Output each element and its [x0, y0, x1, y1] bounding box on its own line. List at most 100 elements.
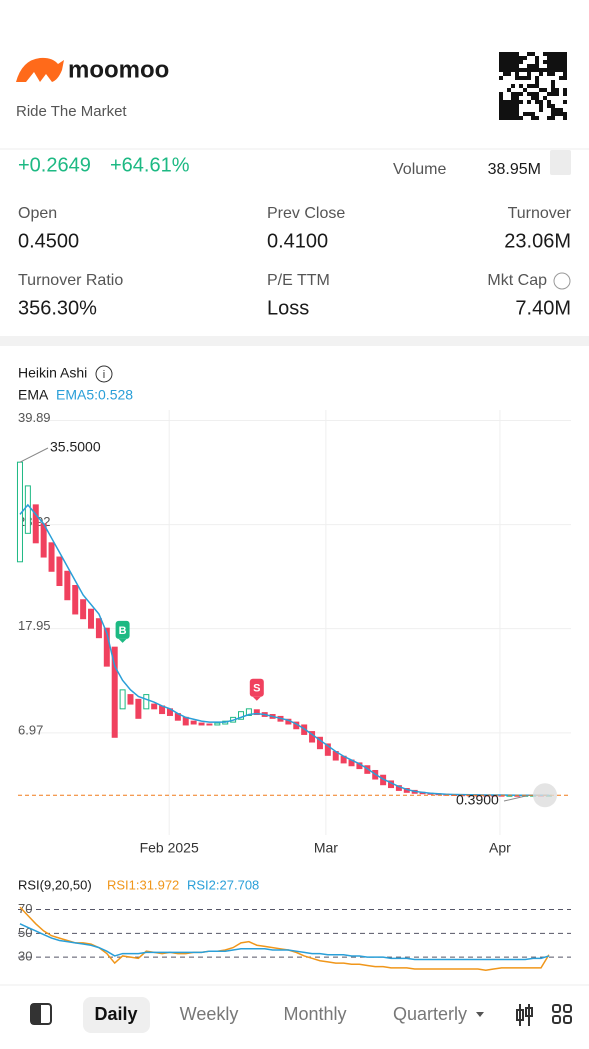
qr-cell [507, 100, 511, 104]
qr-cell [539, 100, 543, 104]
more-icon[interactable] [553, 272, 571, 290]
candle-body [127, 694, 134, 705]
volume-label: Volume [393, 161, 446, 178]
qr-cell [503, 72, 507, 76]
dropdown-arrow[interactable] [476, 1012, 484, 1017]
qr-cell [511, 112, 515, 116]
qr-cell [531, 68, 535, 72]
qr-cell [535, 64, 539, 68]
stat-value: 0.4100 [267, 230, 328, 252]
qr-cell [563, 56, 567, 60]
qr-cell [531, 84, 535, 88]
stat-label: Mkt Cap [487, 272, 547, 289]
signal-badge [249, 678, 264, 697]
tab[interactable]: Monthly [283, 1004, 346, 1024]
qr-cell [551, 116, 555, 120]
qr-cell [551, 68, 555, 72]
qr-cell [543, 60, 547, 64]
qr-cell [515, 72, 519, 76]
candle-icon[interactable] [516, 1004, 533, 1026]
qr-cell [511, 104, 515, 108]
qr-cell [551, 56, 555, 60]
qr-cell [523, 68, 527, 72]
qr-cell [523, 112, 527, 116]
qr-cell [507, 104, 511, 108]
qr-cell [539, 108, 543, 112]
qr-cell [519, 56, 523, 60]
qr-cell [515, 112, 519, 116]
qr-cell [511, 60, 515, 64]
stat-label: Open [18, 205, 57, 222]
stat-label: Turnover [508, 205, 572, 222]
qr-cell [555, 52, 559, 56]
qr-cell [551, 80, 555, 84]
qr-cell [527, 52, 531, 56]
qr-cell [519, 100, 523, 104]
qr-cell [515, 92, 519, 96]
brand: moomoo [68, 56, 169, 83]
qr-cell [515, 108, 519, 112]
candle-body [198, 722, 205, 726]
qr-cell [547, 64, 551, 68]
qr-cell [499, 92, 503, 96]
candle-body [324, 743, 331, 756]
candle-body [119, 689, 126, 710]
qr-cell [523, 56, 527, 60]
qr-cell [531, 64, 535, 68]
candle-body [40, 523, 47, 558]
qr-cell [535, 116, 539, 120]
grid-icon[interactable] [552, 1004, 572, 1024]
tab[interactable]: Quarterly [393, 1004, 467, 1024]
tagline: Ride The Market [16, 103, 127, 120]
qr-cell [531, 96, 535, 100]
tab-selected-bg [83, 997, 150, 1033]
qr-cell [563, 92, 567, 96]
info-icon[interactable] [95, 365, 113, 383]
qr-cell [563, 68, 567, 72]
qr-cell [555, 60, 559, 64]
qr-cell [507, 68, 511, 72]
qr-cell [555, 108, 559, 112]
end-badge [533, 783, 557, 808]
qr-cell [547, 56, 551, 60]
qr-cell [535, 80, 539, 84]
candle-body [151, 703, 158, 710]
candle-body [245, 708, 252, 716]
qr-cell [511, 64, 515, 68]
candle-body [24, 485, 31, 534]
qr-cell [531, 112, 535, 116]
chart-title: Heikin Ashi [18, 365, 87, 381]
qr-cell [547, 68, 551, 72]
stat-value: 356.30% [18, 297, 97, 319]
tab[interactable]: Weekly [180, 1004, 239, 1024]
qr-cell [563, 112, 567, 116]
qr-cell [535, 100, 539, 104]
candle-body [253, 709, 260, 716]
qr-cell [515, 64, 519, 68]
qr-cell [511, 116, 515, 120]
qr-cell [499, 60, 503, 64]
tab[interactable]: Daily [94, 1004, 137, 1024]
qr-cell [515, 104, 519, 108]
qr-cell [555, 68, 559, 72]
qr-cell [547, 116, 551, 120]
y-tick-label: 30 [18, 949, 32, 964]
candle-body [316, 736, 323, 750]
qr-code [499, 52, 567, 120]
qr-cell [519, 92, 523, 96]
qr-cell [507, 116, 511, 120]
stat-value: 0.4500 [18, 230, 79, 252]
ema-line [19, 503, 549, 797]
tabs: Daily Weekly Monthly Quarterly [94, 1004, 467, 1024]
candle-body [56, 556, 63, 587]
qr-cell [507, 52, 511, 56]
qr-cell [547, 52, 551, 56]
candle-body [238, 711, 245, 720]
qr-cell [551, 108, 555, 112]
qr-cell [515, 56, 519, 60]
qr-cell [515, 60, 519, 64]
rsi-line [19, 923, 550, 961]
